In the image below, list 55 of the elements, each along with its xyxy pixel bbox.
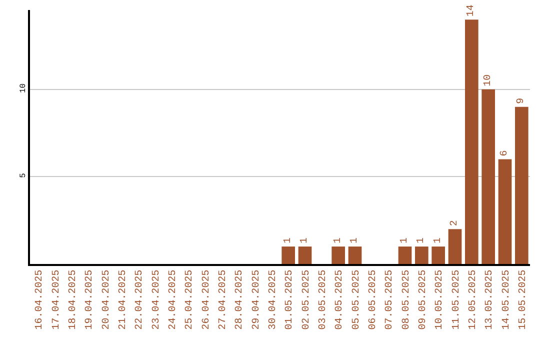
data-label: 14: [466, 4, 478, 17]
x-tick-label: 13.05.2025: [484, 270, 496, 330]
bar: [298, 246, 312, 264]
data-label: 1: [416, 238, 428, 244]
bar: [482, 89, 495, 264]
x-tick-label: 01.05.2025: [284, 270, 296, 330]
x-tick-label: 07.05.2025: [384, 270, 396, 330]
x-tick-label: 29.04.2025: [251, 270, 262, 330]
x-tick-label: 08.05.2025: [401, 270, 412, 330]
x-tick-label: 06.05.2025: [368, 270, 379, 330]
x-tick-label: 20.04.2025: [101, 270, 112, 330]
x-tick-label: 26.04.2025: [201, 270, 212, 330]
bar: [282, 246, 295, 264]
x-tick-label: 11.05.2025: [451, 270, 462, 330]
data-label: 1: [432, 238, 444, 244]
x-tick-label: 09.05.2025: [418, 270, 429, 330]
bar: [348, 246, 362, 264]
data-label: 9: [516, 98, 528, 104]
x-tick-label: 15.05.2025: [518, 270, 529, 330]
x-tick-label: 10.05.2025: [434, 270, 446, 330]
x-tick-label: 02.05.2025: [301, 270, 312, 330]
data-label: 1: [350, 238, 360, 244]
x-tick-label: 24.04.2025: [168, 270, 179, 330]
data-label: 1: [400, 238, 410, 244]
bar: [448, 229, 462, 264]
x-tick-label: 30.04.2025: [268, 270, 279, 330]
x-tick-label: 18.04.2025: [68, 270, 79, 330]
bar: [332, 246, 345, 264]
data-label: 2: [450, 220, 460, 226]
bar: [398, 246, 412, 264]
x-tick-label: 04.05.2025: [334, 270, 346, 330]
bar: [432, 246, 445, 264]
data-label: 1: [332, 238, 344, 244]
bar: [498, 159, 512, 264]
y-tick-label: 5: [19, 172, 28, 178]
data-label: 10: [482, 74, 494, 86]
x-tick-label: 25.04.2025: [184, 270, 196, 330]
data-label: 1: [300, 238, 310, 244]
data-label: 1: [282, 238, 294, 244]
x-tick-label: 12.05.2025: [468, 270, 479, 330]
x-tick-label: 03.05.2025: [318, 270, 329, 330]
x-tick-label: 27.04.2025: [218, 270, 229, 330]
data-label: 6: [500, 150, 510, 156]
x-tick-label: 19.04.2025: [84, 270, 96, 330]
x-tick-label: 28.04.2025: [234, 270, 246, 330]
x-tick-label: 05.05.2025: [351, 270, 362, 330]
bar: [515, 106, 528, 264]
x-tick-label: 16.04.2025: [34, 270, 46, 330]
x-tick-label: 23.04.2025: [151, 270, 162, 330]
bar: [465, 20, 478, 264]
x-tick-label: 17.04.2025: [51, 270, 62, 330]
x-tick-label: 22.04.2025: [134, 270, 146, 330]
x-tick-label: 14.05.2025: [501, 270, 512, 330]
bar: [415, 246, 428, 264]
x-tick-label: 21.04.2025: [118, 270, 129, 330]
